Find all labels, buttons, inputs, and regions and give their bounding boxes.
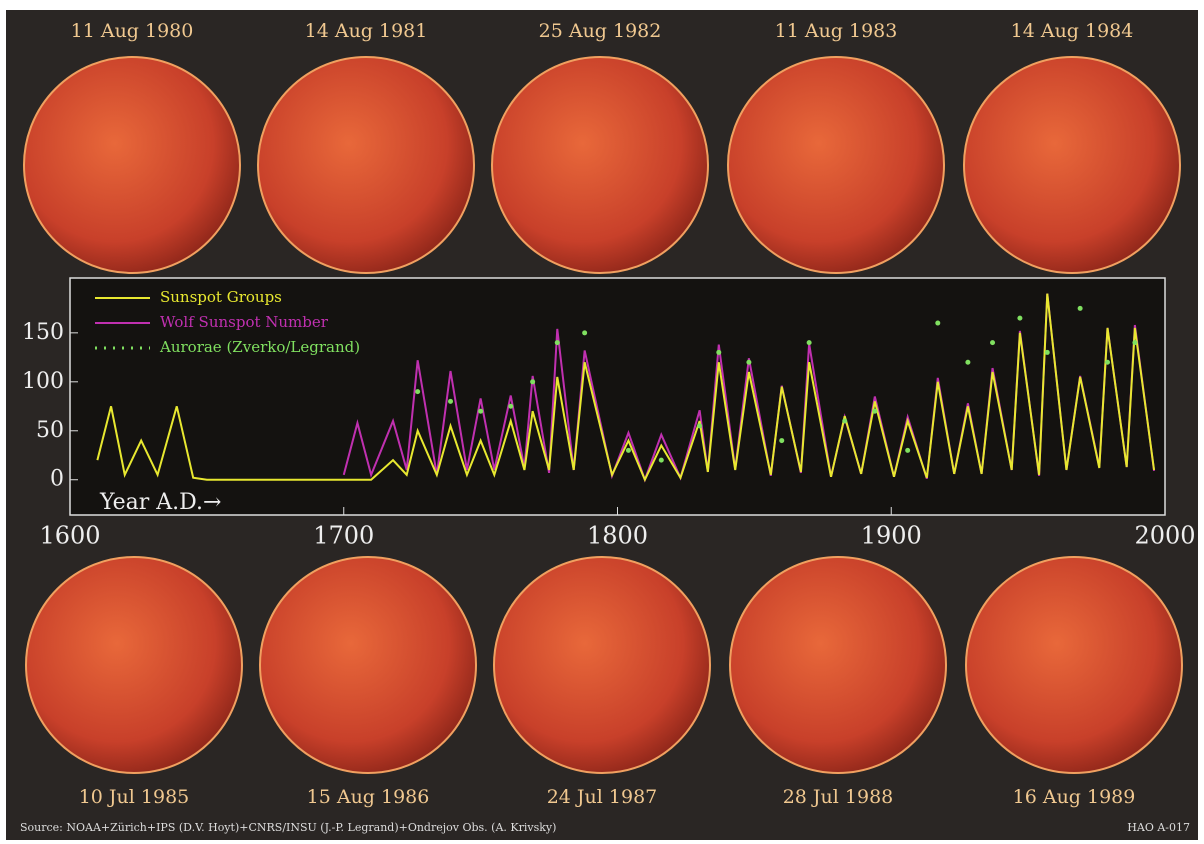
aurora-dot: [555, 340, 560, 345]
page: 0 50 100 150 1600 1700 1800 1900 2000 Year A.D.→ S…: [0, 0, 1204, 844]
aurora-dot: [990, 340, 995, 345]
date-label: 15 Aug 1986: [307, 786, 430, 808]
aurora-dot: [530, 379, 535, 384]
date-label: 28 Jul 1988: [783, 786, 894, 808]
y-tick-label: 50: [36, 418, 64, 443]
sun-image: [26, 557, 242, 773]
aurora-dot: [1132, 340, 1137, 345]
date-label: 24 Jul 1987: [547, 786, 658, 808]
source: Source: NOAA+Zürich+IPS (D.V. Hoyt)+CNRS…: [20, 821, 556, 834]
aurora-dot: [697, 423, 702, 428]
aurora-dot: [448, 399, 453, 404]
sun-image: [494, 557, 710, 773]
aurora-dot: [779, 438, 784, 443]
aurora-dot: [1105, 360, 1110, 365]
x-axis-label: Year A.D.→: [99, 490, 221, 515]
sun-image: [966, 557, 1182, 773]
date-label: 16 Aug 1989: [1013, 786, 1136, 808]
x-tick-label: 2000: [1134, 522, 1195, 550]
date-label: 11 Aug 1983: [775, 20, 898, 42]
y-tick-label: 0: [50, 467, 64, 492]
aurora-dot: [746, 360, 751, 365]
aurora-dot: [842, 418, 847, 423]
aurora-dot: [716, 350, 721, 355]
chart: 0 50 100 150 1600 1700 1800 1900 2000 Year A.D.→ S…: [22, 278, 1196, 550]
sun-image: [728, 57, 944, 273]
legend-label: Aurorae (Zverko/Legrand): [159, 338, 360, 356]
aurora-dot: [1078, 306, 1083, 311]
aurora-dot: [508, 404, 513, 409]
x-tick-label: 1800: [587, 522, 648, 550]
aurora-dot: [1017, 316, 1022, 321]
aurora-dot: [659, 458, 664, 463]
aurora-dot: [626, 448, 631, 453]
aurora-dot: [807, 340, 812, 345]
x-tick-label: 1600: [39, 522, 100, 550]
aurora-dot: [415, 389, 420, 394]
aurora-dot: [872, 409, 877, 414]
sun-image: [730, 557, 946, 773]
x-tick-label: 1700: [313, 522, 374, 550]
sun-image: [260, 557, 476, 773]
date-label: 14 Aug 1984: [1011, 20, 1134, 42]
sun-image: [24, 57, 240, 273]
legend-label: Sunspot Groups: [160, 288, 282, 306]
sun-image: [492, 57, 708, 273]
aurora-dot: [582, 330, 587, 335]
y-tick-label: 100: [22, 369, 64, 394]
aurora-dot: [965, 360, 970, 365]
aurora-dot: [1045, 350, 1050, 355]
aurora-dot: [905, 448, 910, 453]
date-label: 10 Jul 1985: [79, 786, 190, 808]
x-tick-label: 1900: [861, 522, 922, 550]
legend-label: Wolf Sunspot Number: [160, 313, 329, 331]
aurora-dot: [478, 409, 483, 414]
y-tick-label: 150: [22, 320, 64, 345]
sun-image: [258, 57, 474, 273]
sun-image: [964, 57, 1180, 273]
date-label: 14 Aug 1981: [305, 20, 428, 42]
credit: HAO A-017: [1127, 821, 1190, 834]
date-label: 25 Aug 1982: [539, 20, 662, 42]
date-label: 11 Aug 1980: [71, 20, 194, 42]
figure: 0 50 100 150 1600 1700 1800 1900 2000 Year A.D.→ S…: [0, 0, 1204, 844]
aurora-dot: [935, 321, 940, 326]
